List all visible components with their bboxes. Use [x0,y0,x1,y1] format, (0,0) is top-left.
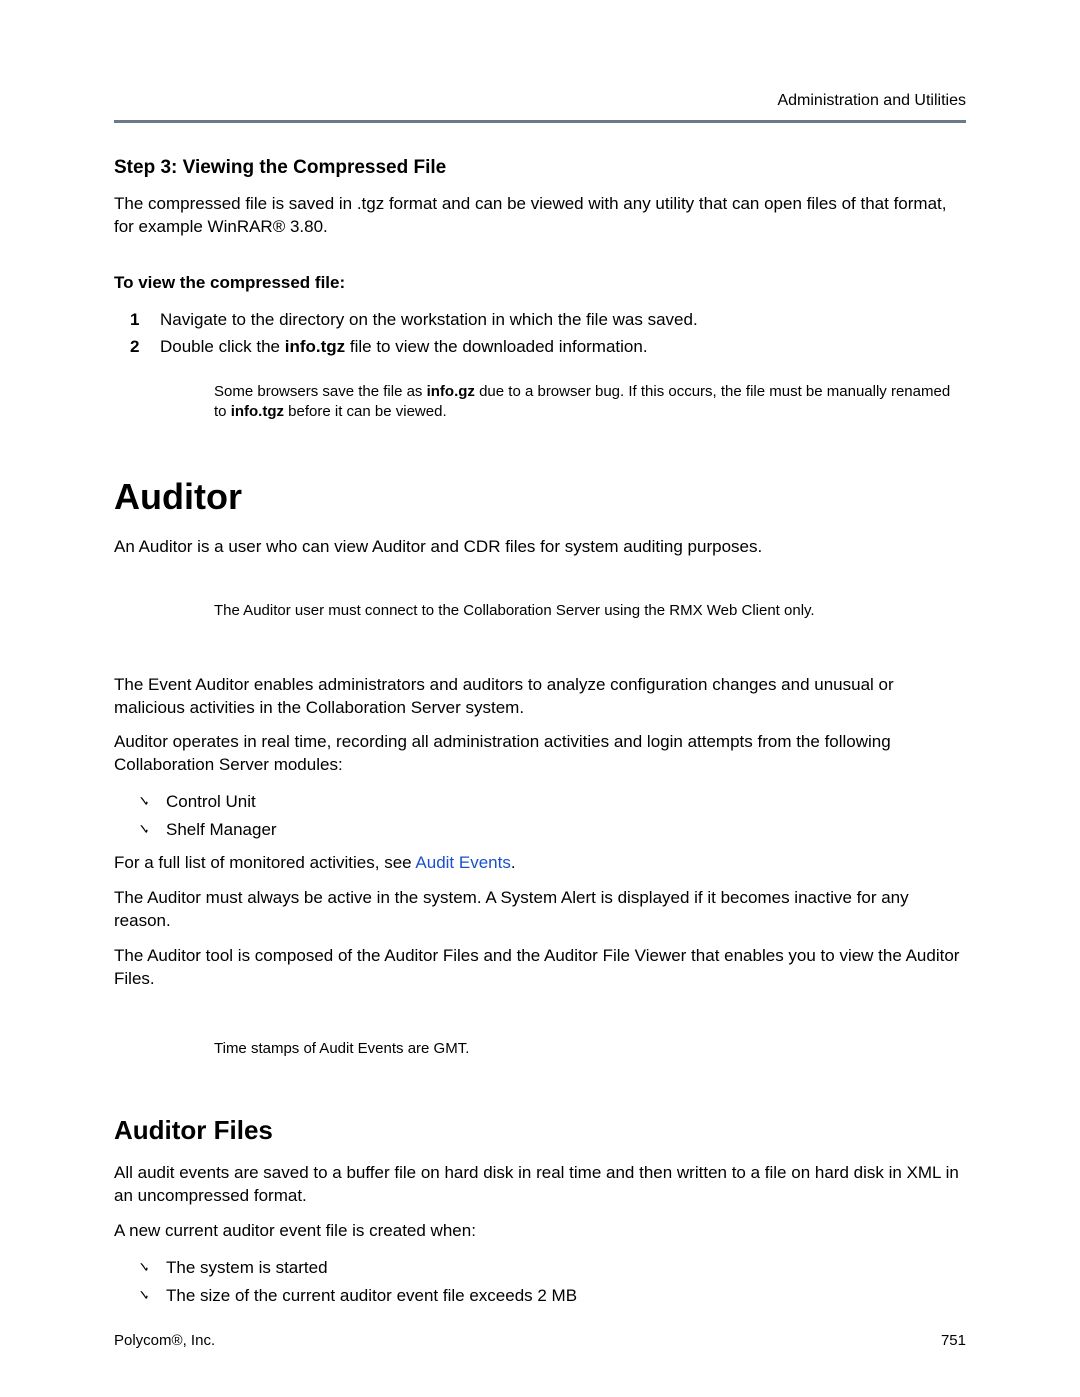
auditor-note2: Time stamps of Audit Events are GMT. [214,1039,956,1059]
list-item: Shelf Manager [138,817,966,843]
list-item: The system is started [138,1255,966,1281]
step-text-post: file to view the downloaded information. [345,337,647,356]
step3-intro-pre: The compressed file is saved in .tgz for… [114,194,946,236]
header-rule [114,120,966,123]
page-content: Administration and Utilities Step 3: Vie… [114,0,966,1397]
step3-list: 1 Navigate to the directory on the works… [130,307,966,360]
step-number: 2 [130,334,139,360]
auditor-modules-list: Control Unit Shelf Manager [138,789,966,842]
auditor-heading: Auditor [114,476,966,518]
bullet-text: Shelf Manager [166,820,277,839]
step3-note: Some browsers save the file as info.gz d… [214,382,956,423]
auditor-intro: An Auditor is a user who can view Audito… [114,536,966,559]
note-bold: info.tgz [231,403,284,420]
page-footer: Polycom®, Inc. 751 [114,1332,966,1349]
step3-intro: The compressed file is saved in .tgz for… [114,193,966,239]
step3-subtitle: To view the compressed file: [114,273,966,293]
note-post: before it can be viewed. [284,403,447,420]
step3-title: Step 3: Viewing the Compressed File [114,157,966,179]
auditor-files-p2: A new current auditor event file is crea… [114,1220,966,1243]
auditor-p3: The Auditor must always be active in the… [114,887,966,933]
step3-intro-post: 3.80. [285,217,328,236]
registered-icon: ® [273,217,286,236]
bullet-text: Control Unit [166,792,256,811]
bullet-text: The size of the current auditor event fi… [166,1286,577,1305]
list-item: The size of the current auditor event fi… [138,1283,966,1309]
auditor-p1: The Event Auditor enables administrators… [114,674,966,720]
list-item: 1 Navigate to the directory on the works… [130,307,966,333]
footer-post: , Inc. [183,1332,216,1349]
audit-events-link[interactable]: Audit Events [415,853,510,872]
note-pre: Some browsers save the file as [214,383,427,400]
page-number: 751 [941,1332,966,1349]
link-post: . [511,853,516,872]
link-pre: For a full list of monitored activities,… [114,853,415,872]
step-text-bold: info.tgz [285,337,345,356]
note-bold: info.gz [427,383,475,400]
step-text: Navigate to the directory on the worksta… [160,310,698,329]
auditor-p2: Auditor operates in real time, recording… [114,731,966,777]
registered-icon: ® [172,1332,183,1349]
header-section-label: Administration and Utilities [114,92,966,110]
auditor-files-heading: Auditor Files [114,1115,966,1146]
list-item: Control Unit [138,789,966,815]
auditor-files-p1: All audit events are saved to a buffer f… [114,1162,966,1208]
list-item: 2 Double click the info.tgz file to view… [130,334,966,360]
footer-pre: Polycom [114,1332,172,1349]
bullet-text: The system is started [166,1258,328,1277]
auditor-link-line: For a full list of monitored activities,… [114,852,966,875]
step-number: 1 [130,307,139,333]
auditor-p4: The Auditor tool is composed of the Audi… [114,945,966,991]
footer-company: Polycom®, Inc. [114,1332,215,1349]
auditor-note1: The Auditor user must connect to the Col… [214,601,956,621]
step-text-pre: Double click the [160,337,285,356]
auditor-files-list: The system is started The size of the cu… [138,1255,966,1308]
